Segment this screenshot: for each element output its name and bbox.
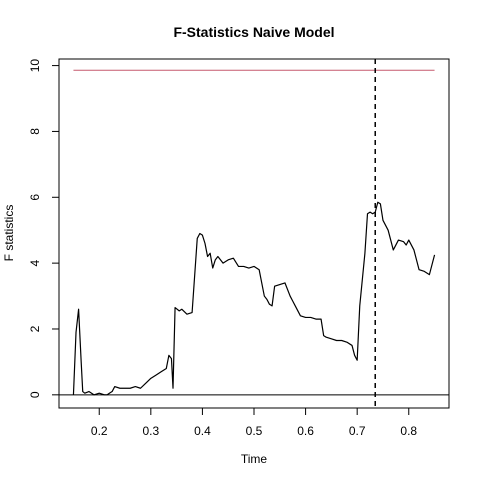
y-tick-label: 2 — [28, 325, 42, 332]
plot-frame — [58, 58, 450, 409]
y-tick-label: 10 — [28, 59, 42, 73]
y-tick-label: 6 — [28, 194, 42, 201]
y-axis: 0 2 4 6 8 10 — [28, 59, 60, 398]
f-statistic-series-line — [72, 201, 436, 396]
x-tick-label: 0.2 — [91, 424, 108, 438]
y-tick-label: 8 — [28, 128, 42, 135]
x-tick-label: 0.3 — [142, 424, 159, 438]
y-tick-label: 4 — [28, 259, 42, 266]
x-tick-label: 0.4 — [194, 424, 211, 438]
x-tick-label: 0.6 — [297, 424, 314, 438]
y-axis-label: F statistics — [2, 205, 16, 262]
x-axis: 0.2 0.3 0.4 0.5 0.6 0.7 0.8 — [91, 407, 417, 438]
x-tick-label: 0.5 — [246, 424, 263, 438]
x-axis-label: Time — [241, 452, 268, 466]
x-tick-label: 0.8 — [400, 424, 417, 438]
x-tick-label: 0.7 — [349, 424, 366, 438]
y-tick-label: 0 — [28, 391, 42, 398]
chart-marks — [59, 59, 449, 408]
chart-title: F-Statistics Naive Model — [173, 24, 334, 40]
